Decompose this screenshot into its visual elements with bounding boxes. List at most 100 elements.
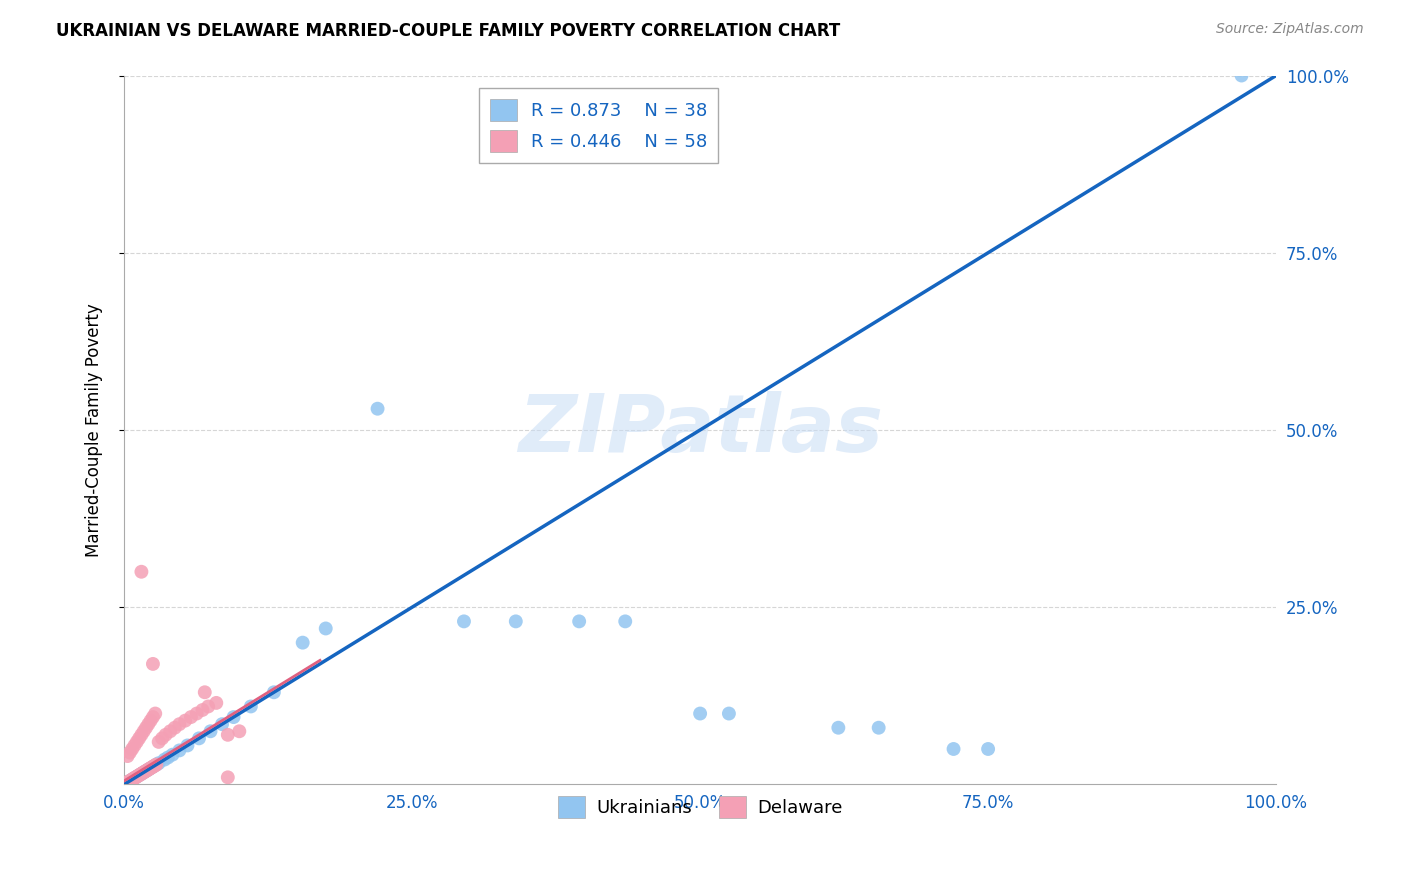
- Point: [135, 721, 157, 735]
- Point: [139, 714, 162, 728]
- Point: [138, 762, 160, 776]
- Point: [827, 721, 849, 735]
- Text: ZIPatlas: ZIPatlas: [517, 391, 883, 469]
- Point: [155, 728, 177, 742]
- Point: [211, 717, 233, 731]
- Point: [115, 776, 138, 790]
- Point: [124, 739, 146, 753]
- Point: [118, 774, 141, 789]
- Point: [117, 775, 139, 789]
- Point: [128, 768, 150, 782]
- Point: [197, 699, 219, 714]
- Point: [138, 762, 160, 776]
- Point: [150, 731, 173, 746]
- Point: [977, 742, 1000, 756]
- Text: UKRAINIAN VS DELAWARE MARRIED-COUPLE FAMILY POVERTY CORRELATION CHART: UKRAINIAN VS DELAWARE MARRIED-COUPLE FAM…: [56, 22, 841, 40]
- Point: [136, 763, 159, 777]
- Point: [118, 746, 141, 760]
- Point: [868, 721, 890, 735]
- Point: [942, 742, 965, 756]
- Point: [186, 706, 208, 721]
- Point: [689, 706, 711, 721]
- Point: [614, 615, 637, 629]
- Point: [128, 731, 150, 746]
- Point: [142, 760, 165, 774]
- Point: [125, 770, 148, 784]
- Point: [145, 757, 167, 772]
- Point: [121, 742, 143, 756]
- Point: [139, 761, 162, 775]
- Point: [122, 772, 145, 786]
- Point: [222, 710, 245, 724]
- Point: [127, 769, 149, 783]
- Point: [124, 770, 146, 784]
- Point: [131, 766, 153, 780]
- Point: [117, 749, 139, 764]
- Point: [156, 750, 179, 764]
- Point: [131, 728, 153, 742]
- Point: [228, 724, 250, 739]
- Point: [136, 717, 159, 731]
- Point: [132, 765, 155, 780]
- Point: [1230, 69, 1253, 83]
- Point: [217, 728, 239, 742]
- Point: [129, 767, 152, 781]
- Point: [188, 731, 211, 746]
- Point: [124, 770, 146, 784]
- Point: [315, 622, 337, 636]
- Point: [118, 774, 141, 789]
- Point: [143, 758, 166, 772]
- Point: [131, 766, 153, 780]
- Point: [124, 771, 146, 785]
- Point: [131, 565, 153, 579]
- Point: [453, 615, 475, 629]
- Point: [122, 772, 145, 786]
- Point: [291, 635, 314, 649]
- Point: [143, 706, 166, 721]
- Point: [194, 685, 217, 699]
- Y-axis label: Married-Couple Family Poverty: Married-Couple Family Poverty: [86, 303, 103, 557]
- Point: [143, 759, 166, 773]
- Point: [135, 764, 157, 778]
- Point: [367, 401, 389, 416]
- Point: [127, 769, 149, 783]
- Point: [136, 764, 159, 778]
- Point: [174, 714, 197, 728]
- Text: Source: ZipAtlas.com: Source: ZipAtlas.com: [1216, 22, 1364, 37]
- Point: [129, 767, 152, 781]
- Point: [153, 753, 176, 767]
- Point: [505, 615, 527, 629]
- Point: [162, 747, 184, 762]
- Point: [217, 770, 239, 784]
- Point: [148, 756, 170, 771]
- Point: [568, 615, 591, 629]
- Point: [142, 710, 165, 724]
- Point: [191, 703, 214, 717]
- Point: [263, 685, 285, 699]
- Point: [141, 760, 163, 774]
- Point: [136, 764, 159, 778]
- Point: [169, 743, 191, 757]
- Point: [142, 657, 165, 671]
- Point: [205, 696, 228, 710]
- Point: [134, 764, 156, 779]
- Point: [145, 757, 167, 772]
- Point: [132, 724, 155, 739]
- Point: [120, 773, 142, 788]
- Point: [118, 773, 141, 788]
- Point: [134, 764, 156, 779]
- Point: [125, 735, 148, 749]
- Point: [180, 710, 202, 724]
- Point: [169, 717, 191, 731]
- Point: [717, 706, 740, 721]
- Point: [120, 773, 142, 788]
- Point: [163, 721, 186, 735]
- Point: [159, 724, 181, 739]
- Point: [239, 699, 262, 714]
- Point: [200, 724, 222, 739]
- Point: [121, 772, 143, 787]
- Point: [142, 760, 165, 774]
- Point: [176, 739, 198, 753]
- Point: [148, 735, 170, 749]
- Legend: Ukrainians, Delaware: Ukrainians, Delaware: [551, 789, 849, 825]
